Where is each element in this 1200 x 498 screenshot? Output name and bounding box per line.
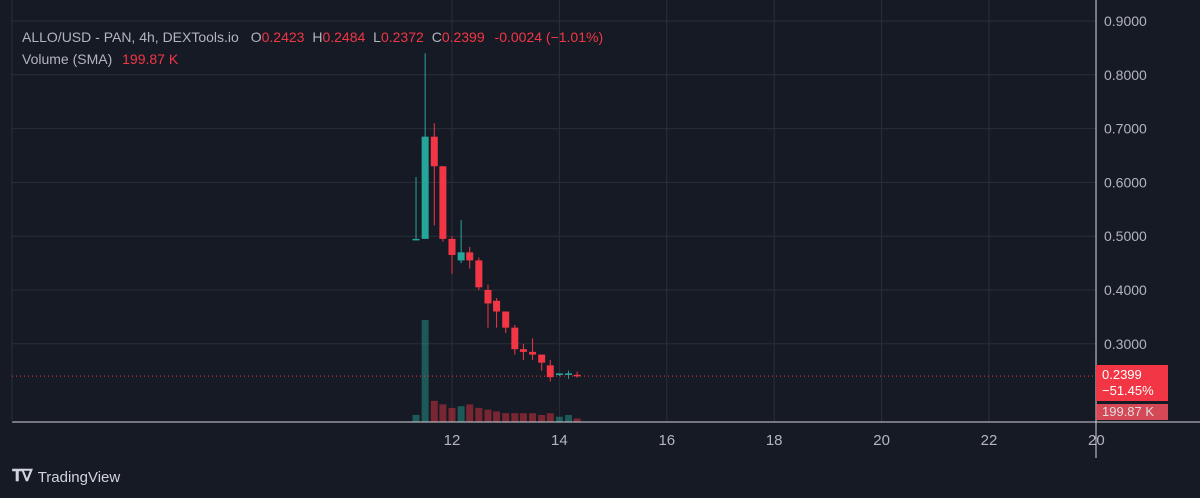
open-label: O <box>250 29 262 45</box>
candle-body <box>546 365 554 378</box>
volume-bar <box>511 413 519 422</box>
candle-body <box>475 260 483 288</box>
symbol-label[interactable]: ALLO/USD - PAN, 4h, DEXTools.io <box>22 29 239 45</box>
chart-legend: ALLO/USD - PAN, 4h, DEXTools.io O0.2423 … <box>22 26 603 70</box>
x-tick-label: 20 <box>873 432 890 449</box>
volume-tag: 199.87 K <box>1096 404 1168 420</box>
close-label: C <box>431 29 442 45</box>
last-price-change: −51.45% <box>1102 383 1154 398</box>
volume-bar <box>565 414 573 422</box>
volume-bar <box>412 414 420 422</box>
candle-body <box>502 311 510 328</box>
change-value: -0.0024 (−1.01%) <box>494 29 604 45</box>
volume-bar <box>493 411 501 422</box>
volume-bar <box>519 413 527 422</box>
x-tick-label: 18 <box>766 432 783 449</box>
tradingview-logo-icon: 𝐓∇ <box>12 468 33 485</box>
candle-body <box>484 290 492 304</box>
tradingview-name: TradingView <box>37 468 121 486</box>
candle-body <box>430 136 438 167</box>
volume-label[interactable]: Volume (SMA) <box>22 51 113 67</box>
x-tick-label: 16 <box>658 432 675 449</box>
open-value: 0.2423 <box>261 29 305 45</box>
candle-body <box>511 327 519 350</box>
volume-bar <box>546 413 554 422</box>
volume-bar <box>502 413 510 422</box>
candle-body <box>538 354 546 363</box>
volume-bar <box>430 400 438 422</box>
volume-value: 199.87 K <box>122 51 179 67</box>
candlesticks <box>412 53 581 382</box>
candle-body <box>565 373 573 376</box>
candle-body <box>466 252 474 261</box>
chart-axes: 0.9000 0.8000 0.7000 0.6000 0.5000 0.4000 0.30… <box>11 0 1200 458</box>
y-tick-label: 0.5000 <box>1104 228 1147 244</box>
candle-body <box>421 136 429 239</box>
ohlc-row: ALLO/USD - PAN, 4h, DEXTools.io O0.2423 … <box>22 26 603 48</box>
tradingview-branding[interactable]: 𝐓∇ TradingView <box>12 464 120 490</box>
y-tick-label: 0.4000 <box>1104 282 1147 298</box>
volume-bar <box>439 404 447 422</box>
volume-bar <box>457 406 465 422</box>
close-value: 0.2399 <box>441 29 485 45</box>
x-tick-label: 14 <box>551 432 568 449</box>
volume-bar <box>529 413 537 422</box>
high-value: 0.2484 <box>322 29 366 45</box>
candle-body <box>555 373 563 376</box>
y-tick-label: 0.6000 <box>1104 174 1147 190</box>
volume-bar <box>484 409 492 422</box>
low-value: 0.2372 <box>380 29 424 45</box>
volume-bar <box>475 407 483 422</box>
volume-row: Volume (SMA) 199.87 K <box>22 48 603 70</box>
volume-bar <box>448 407 456 422</box>
candle-body <box>529 351 537 355</box>
candle-body <box>573 374 581 377</box>
y-tick-label: 0.7000 <box>1104 121 1147 137</box>
x-tick-label: 22 <box>981 432 998 449</box>
last-price-tag: 0.2399 −51.45% <box>1096 365 1168 401</box>
candle-body <box>493 300 501 312</box>
high-label: H <box>312 29 323 45</box>
y-tick-label: 0.8000 <box>1104 67 1147 83</box>
volume-bar <box>555 416 563 422</box>
volume-bar <box>466 404 474 422</box>
last-price-value: 0.2399 <box>1102 367 1142 382</box>
x-tick-label: 12 <box>444 432 461 449</box>
y-tick-label: 0.9000 <box>1104 13 1147 29</box>
volume-bars <box>412 319 581 422</box>
volume-bar <box>573 418 581 422</box>
candle-body <box>519 349 527 352</box>
candle-body <box>439 166 447 239</box>
volume-bar <box>538 414 546 422</box>
y-tick-label: 0.3000 <box>1104 336 1147 352</box>
volume-bar <box>421 319 429 422</box>
low-label: L <box>373 29 381 45</box>
candle-body <box>412 238 420 241</box>
candle-body <box>448 238 456 256</box>
candle-body <box>457 252 465 261</box>
